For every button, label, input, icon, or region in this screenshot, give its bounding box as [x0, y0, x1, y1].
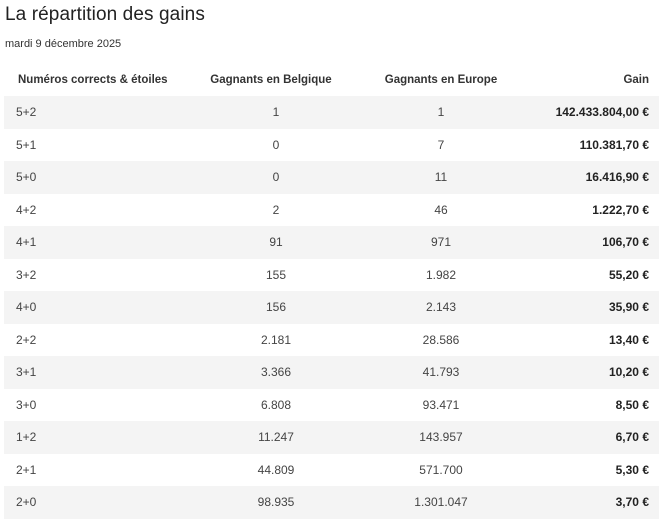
- table-body: 5+2 1 1 142.433.804,00 €5+1 0 7 110.381,70 €5+…: [4, 96, 659, 519]
- cell-winners-europe: 2.143: [384, 291, 498, 324]
- cell-winners-europe: 41.793: [384, 356, 498, 389]
- prize-breakdown-table: Numéros corrects & étoiles Gagnants en B…: [4, 64, 659, 519]
- cell-winners-europe: 28.586: [384, 323, 498, 356]
- cell-winners-belgium: 3.366: [168, 356, 384, 389]
- cell-winners-belgium: 1: [168, 96, 384, 129]
- cell-combo: 2+1: [4, 453, 168, 486]
- table-row: 5+1 0 7 110.381,70 €: [4, 128, 659, 161]
- page-title: La répartition des gains: [5, 4, 205, 25]
- cell-winners-europe: 1: [384, 96, 498, 129]
- cell-winners-belgium: 11.247: [168, 421, 384, 454]
- draw-date: mardi 9 décembre 2025: [5, 38, 122, 50]
- column-header-combo: Numéros corrects & étoiles: [18, 74, 168, 86]
- cell-gain: 6,70 €: [498, 421, 659, 454]
- cell-gain: 35,90 €: [498, 291, 659, 324]
- table-row: 3+2 155 1.982 55,20 €: [4, 258, 659, 291]
- header-row: Numéros corrects & étoiles Gagnants en B…: [4, 64, 659, 96]
- cell-winners-europe: 1.301.047: [384, 486, 498, 519]
- cell-combo: 3+1: [4, 356, 168, 389]
- cell-winners-belgium: 98.935: [168, 486, 384, 519]
- cell-winners-europe: 971: [384, 226, 498, 259]
- cell-winners-europe: 93.471: [384, 388, 498, 421]
- cell-winners-belgium: 6.808: [168, 388, 384, 421]
- cell-combo: 5+0: [4, 161, 168, 194]
- cell-winners-belgium: 2: [168, 193, 384, 226]
- cell-winners-europe: 7: [384, 128, 498, 161]
- cell-winners-belgium: 0: [168, 128, 384, 161]
- cell-winners-belgium: 44.809: [168, 453, 384, 486]
- table-row: 2+2 2.181 28.586 13,40 €: [4, 323, 659, 356]
- column-header-europe: Gagnants en Europe: [384, 74, 498, 86]
- cell-combo: 3+2: [4, 258, 168, 291]
- cell-winners-belgium: 155: [168, 258, 384, 291]
- column-header-gain: Gain: [623, 74, 649, 86]
- cell-winners-europe: 143.957: [384, 421, 498, 454]
- table-row: 5+0 0 11 16.416,90 €: [4, 161, 659, 194]
- cell-winners-europe: 11: [384, 161, 498, 194]
- cell-combo: 4+0: [4, 291, 168, 324]
- cell-gain: 106,70 €: [498, 226, 659, 259]
- cell-winners-europe: 1.982: [384, 258, 498, 291]
- table-row: 3+1 3.366 41.793 10,20 €: [4, 356, 659, 389]
- cell-winners-belgium: 0: [168, 161, 384, 194]
- table-row: 5+2 1 1 142.433.804,00 €: [4, 96, 659, 129]
- cell-combo: 5+1: [4, 128, 168, 161]
- cell-gain: 13,40 €: [498, 323, 659, 356]
- cell-gain: 8,50 €: [498, 388, 659, 421]
- cell-gain: 3,70 €: [498, 486, 659, 519]
- cell-winners-europe: 571.700: [384, 453, 498, 486]
- cell-winners-belgium: 156: [168, 291, 384, 324]
- table-row: 2+0 98.935 1.301.047 3,70 €: [4, 486, 659, 519]
- cell-gain: 1.222,70 €: [498, 193, 659, 226]
- cell-winners-europe: 46: [384, 193, 498, 226]
- cell-combo: 5+2: [4, 96, 168, 129]
- cell-gain: 5,30 €: [498, 453, 659, 486]
- table-row: 4+2 2 46 1.222,70 €: [4, 193, 659, 226]
- cell-gain: 110.381,70 €: [498, 128, 659, 161]
- table-header: Numéros corrects & étoiles Gagnants en B…: [4, 64, 659, 96]
- table-row: 3+0 6.808 93.471 8,50 €: [4, 388, 659, 421]
- column-header-belgium: Gagnants en Belgique: [210, 74, 332, 86]
- table-row: 2+1 44.809 571.700 5,30 €: [4, 453, 659, 486]
- table-row: 4+1 91 971 106,70 €: [4, 226, 659, 259]
- cell-gain: 10,20 €: [498, 356, 659, 389]
- cell-combo: 2+2: [4, 323, 168, 356]
- cell-gain: 142.433.804,00 €: [498, 96, 659, 129]
- cell-combo: 4+1: [4, 226, 168, 259]
- table-row: 4+0 156 2.143 35,90 €: [4, 291, 659, 324]
- cell-winners-belgium: 91: [168, 226, 384, 259]
- cell-combo: 4+2: [4, 193, 168, 226]
- table-row: 1+2 11.247 143.957 6,70 €: [4, 421, 659, 454]
- cell-combo: 2+0: [4, 486, 168, 519]
- cell-winners-belgium: 2.181: [168, 323, 384, 356]
- cell-combo: 1+2: [4, 421, 168, 454]
- cell-combo: 3+0: [4, 388, 168, 421]
- cell-gain: 55,20 €: [498, 258, 659, 291]
- cell-gain: 16.416,90 €: [498, 161, 659, 194]
